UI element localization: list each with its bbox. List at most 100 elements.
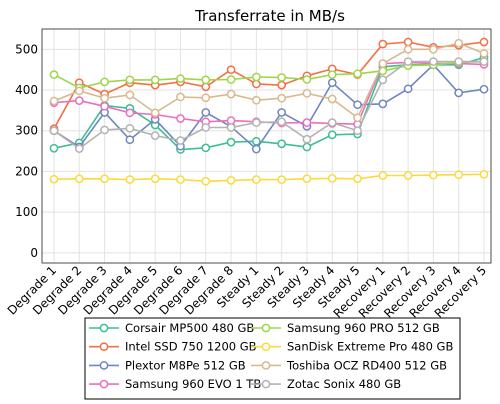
- legend-label: Toshiba OCZ RD400 512 GB: [286, 358, 447, 372]
- data-point: [327, 94, 337, 104]
- data-point: [201, 143, 211, 153]
- data-point: [353, 100, 362, 110]
- data-point: [429, 170, 438, 180]
- data-point: [74, 144, 84, 153]
- data-point: [479, 57, 489, 66]
- chart-title: Transferrate in MB/s: [194, 7, 345, 25]
- data-point: [429, 57, 438, 66]
- data-point: [454, 57, 464, 66]
- data-point: [277, 73, 286, 82]
- data-point: [150, 75, 160, 85]
- data-point: [100, 93, 109, 103]
- data-point: [49, 70, 59, 79]
- data-point: [252, 95, 261, 105]
- data-point: [226, 65, 236, 75]
- y-tick-label: 0: [30, 246, 38, 260]
- data-point: [252, 118, 261, 127]
- data-point: [226, 123, 236, 132]
- legend-label: Intel SSD 750 1200 GB: [125, 340, 257, 354]
- data-point: [226, 137, 236, 147]
- legend-swatch-marker: [261, 361, 271, 370]
- series-lines: [49, 37, 489, 186]
- legend-label: Samsung 960 PRO 512 GB: [287, 321, 440, 335]
- data-point: [403, 57, 413, 66]
- data-point: [277, 175, 286, 184]
- data-point: [201, 108, 211, 117]
- data-point: [378, 59, 388, 68]
- data-point: [327, 174, 337, 183]
- data-point: [277, 80, 286, 90]
- data-point: [302, 142, 312, 152]
- data-point: [302, 75, 312, 84]
- series-line: [53, 63, 485, 151]
- legend-swatch-marker: [261, 342, 271, 352]
- data-point: [49, 143, 59, 153]
- data-point: [125, 90, 135, 100]
- legend-label: Samsung 960 EVO 1 TB: [125, 377, 261, 391]
- data-point: [125, 108, 135, 118]
- legend-label: SanDisk Extreme Pro 480 GB: [287, 340, 453, 354]
- legend-item: Toshiba OCZ RD400 512 GB: [251, 358, 447, 372]
- data-point: [125, 123, 135, 133]
- legend-label: Corsair MP500 480 GB: [125, 321, 254, 335]
- data-point: [327, 70, 337, 79]
- data-point: [226, 176, 236, 185]
- y-tick-label: 400: [15, 83, 38, 97]
- data-point: [454, 38, 464, 48]
- data-point: [327, 130, 337, 140]
- data-point: [353, 174, 362, 184]
- data-point: [277, 139, 286, 149]
- legend-item: Intel SSD 750 1200 GB: [89, 340, 257, 354]
- data-point: [302, 88, 312, 98]
- data-point: [479, 49, 489, 58]
- data-point: [378, 99, 388, 109]
- legend-item: Zotac Sonix 480 GB: [251, 377, 401, 391]
- legend-item: Samsung 960 PRO 512 GB: [251, 321, 440, 335]
- data-point: [252, 79, 261, 89]
- data-point: [378, 75, 388, 85]
- data-point: [252, 136, 261, 146]
- data-point: [277, 117, 286, 127]
- data-point: [176, 74, 185, 83]
- legend-label: Plextor M8Pe 512 GB: [125, 358, 246, 372]
- legend-item: SanDisk Extreme Pro 480 GB: [251, 340, 453, 354]
- data-point: [150, 131, 160, 140]
- series: [49, 169, 489, 186]
- data-point: [327, 78, 337, 88]
- data-point: [201, 75, 211, 85]
- data-point: [327, 118, 337, 127]
- data-point: [479, 169, 489, 179]
- y-tick-label: 100: [15, 205, 38, 219]
- data-point: [100, 101, 109, 111]
- legend: Corsair MP500 480 GB Intel SSD 750 1200 G…: [84, 317, 461, 400]
- y-tick-label: 500: [15, 42, 38, 56]
- data-point: [226, 116, 236, 125]
- legend-swatch-marker: [261, 323, 271, 333]
- y-tick-label: 300: [15, 124, 38, 138]
- data-point: [176, 136, 185, 145]
- data-point: [201, 123, 211, 132]
- data-point: [353, 69, 362, 79]
- legend-swatch-marker: [99, 342, 109, 352]
- data-point: [100, 125, 109, 135]
- data-point: [252, 72, 261, 82]
- series: [49, 38, 489, 123]
- data-point: [74, 174, 84, 184]
- data-point: [176, 175, 185, 184]
- data-point: [403, 37, 413, 47]
- data-point: [125, 135, 135, 145]
- data-point: [454, 88, 464, 98]
- data-point: [74, 96, 84, 105]
- legend-swatch-marker: [99, 379, 109, 389]
- data-point: [226, 89, 236, 99]
- data-point: [125, 75, 135, 85]
- data-point: [479, 84, 489, 94]
- legend-swatch-marker: [261, 379, 271, 389]
- data-point: [49, 96, 59, 106]
- data-point: [403, 171, 413, 180]
- data-point: [302, 174, 312, 184]
- data-point: [454, 170, 464, 180]
- legend-swatch-marker: [99, 323, 109, 333]
- y-tick-label: 200: [15, 164, 38, 178]
